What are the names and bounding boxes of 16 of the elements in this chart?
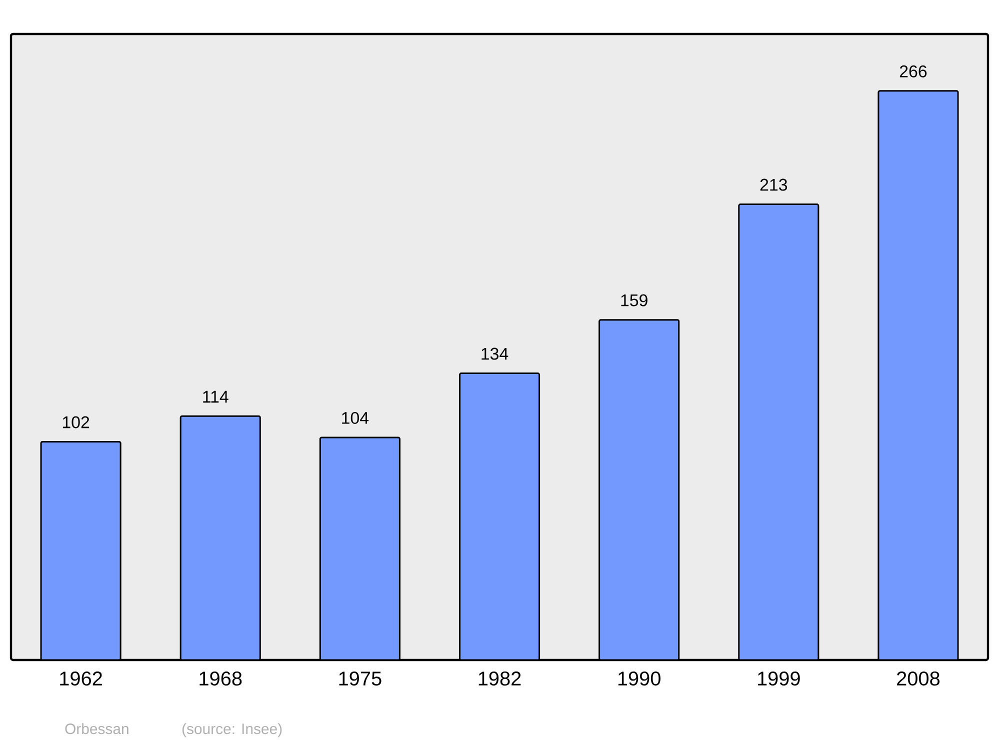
x-tick-label: 1999 [758,672,800,686]
x-tick-label: 1968 [200,672,242,686]
text: Orbessan [65,723,128,734]
data-label: 213 [760,178,788,191]
data-label: 104 [342,412,369,424]
data-label: 134 [482,348,508,360]
x-tick-label: 2008 [897,672,940,686]
data-label: 102 [62,416,90,428]
data-label: 159 [621,294,648,306]
data-label: 114 [203,390,228,403]
x-tick-label: 1990 [618,672,660,686]
text: (source: Insee) [182,723,282,738]
data-label: 266 [900,65,927,78]
x-tick-label: 1982 [478,672,521,686]
x-tick-label: 1975 [339,672,382,686]
x-tick-label: 1962 [60,672,102,686]
